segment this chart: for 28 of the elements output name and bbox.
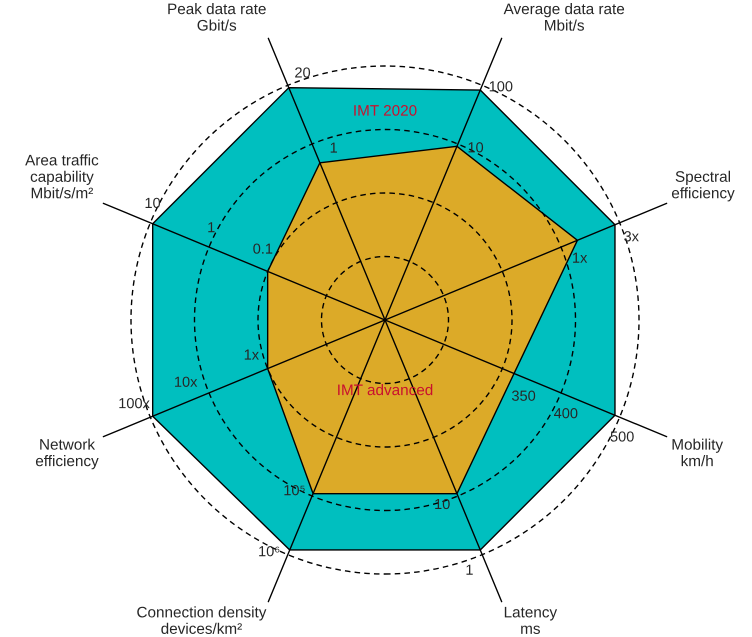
spoke-label: Area traffic capability Mbit/s/m² (25, 154, 98, 198)
text: 1 (330, 142, 337, 153)
text: 500 (610, 431, 634, 442)
series-label: IMT 2020 (354, 105, 417, 116)
text: 100 (490, 81, 512, 92)
spoke-label: Latency ms (504, 606, 558, 634)
text: 20 (295, 67, 310, 78)
text: 10 (468, 142, 484, 152)
text: 10⁶ (259, 546, 280, 556)
text: 1x (244, 350, 259, 360)
text: 10 (146, 198, 160, 208)
text: 1 (208, 222, 215, 232)
text: 10 (435, 498, 450, 510)
spoke-label: Connection density devices/km² (137, 606, 266, 634)
spoke-label: Average data rate Mbit/s (504, 3, 624, 31)
text: 1x (573, 252, 588, 263)
text: 10⁵ (284, 485, 305, 496)
text: 1 (466, 564, 473, 575)
spoke-label: Mobility km/h (672, 438, 724, 466)
spoke-label: Spectral efficiency (672, 170, 735, 202)
text: 350 (512, 390, 536, 401)
text: 3x (624, 231, 639, 242)
text: 10x (175, 376, 198, 387)
spoke-label: Peak data rate Gbit/s (168, 3, 266, 31)
text: 100x (119, 398, 150, 408)
text: 400 (554, 408, 578, 418)
text: 0.1 (253, 243, 272, 254)
spoke-label: Network efficiency (36, 438, 99, 470)
